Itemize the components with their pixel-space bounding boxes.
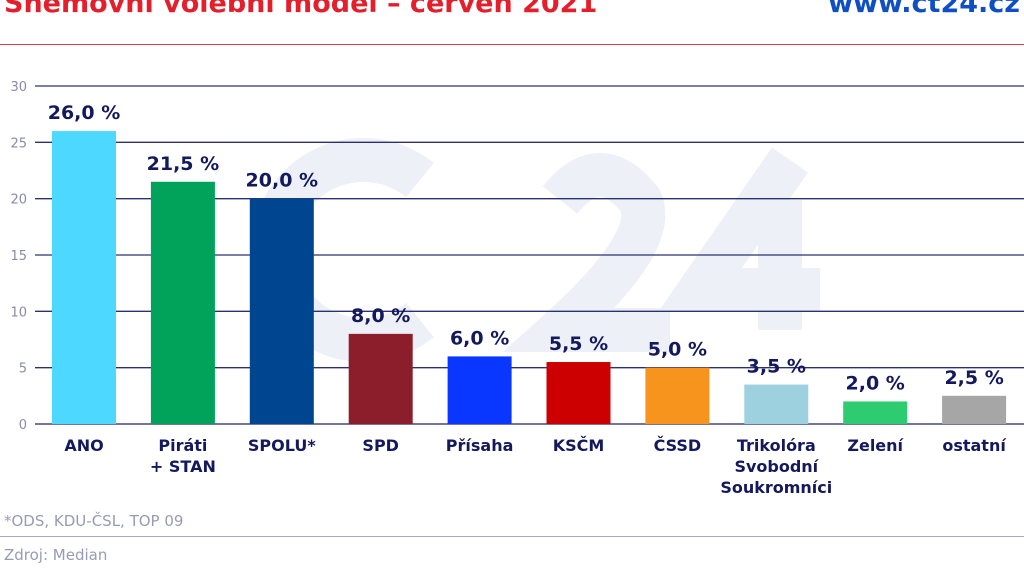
- x-tick-label: SPD: [362, 436, 399, 455]
- data-label: 5,0 %: [648, 339, 707, 361]
- x-tick-label: Svobodní: [734, 457, 819, 476]
- chart-title: Sněmovní volební model – červen 2021: [4, 0, 598, 19]
- bar: [150, 181, 215, 424]
- data-label: 21,5 %: [147, 153, 220, 175]
- bar: [942, 395, 1007, 424]
- bar: [52, 131, 116, 425]
- bar: [348, 333, 413, 424]
- x-tick-label: KSČM: [553, 436, 605, 455]
- x-tick-label: ČSSD: [654, 436, 702, 455]
- y-tick-label: 10: [10, 305, 27, 320]
- y-tick-label: 5: [19, 362, 27, 377]
- watermark-stroke: [502, 153, 670, 352]
- x-tick-label: Trikolóra: [737, 436, 816, 455]
- x-tick-label: Soukromníci: [720, 478, 832, 497]
- data-label: 5,5 %: [549, 333, 608, 355]
- data-label: 8,0 %: [351, 305, 410, 327]
- x-tick-label: Přísaha: [446, 436, 514, 455]
- footer-divider: [0, 536, 1024, 537]
- watermark-stroke: [658, 147, 820, 330]
- header-divider: [0, 44, 1024, 45]
- x-tick-label: ANO: [64, 436, 103, 455]
- bar: [249, 198, 314, 424]
- data-label: 6,0 %: [450, 327, 509, 349]
- data-label: 2,5 %: [944, 367, 1003, 389]
- source-note: Zdroj: Median: [4, 546, 108, 564]
- y-tick-label: 15: [10, 249, 27, 264]
- x-tick-label: + STAN: [150, 457, 216, 476]
- y-tick-label: 0: [19, 418, 27, 433]
- data-label: 2,0 %: [846, 372, 905, 394]
- x-tick-label: Piráti: [158, 436, 207, 455]
- footnote: *ODS, KDU-ČSL, TOP 09: [4, 512, 184, 530]
- bar: [447, 356, 512, 424]
- x-tick-label: SPOLU*: [248, 436, 316, 455]
- data-label: 26,0 %: [48, 102, 121, 124]
- bar: [645, 367, 710, 424]
- bar: [744, 384, 809, 424]
- bar: [546, 362, 611, 424]
- data-label: 20,0 %: [246, 170, 319, 192]
- data-label: 3,5 %: [747, 356, 806, 378]
- y-tick-label: 30: [10, 80, 27, 95]
- site-url[interactable]: www.ct24.cz: [828, 0, 1020, 19]
- y-tick-label: 20: [10, 193, 27, 208]
- x-tick-label: Zelení: [847, 436, 904, 455]
- x-tick-label: ostatní: [942, 436, 1007, 455]
- y-tick-label: 25: [10, 136, 27, 151]
- bar: [843, 401, 908, 424]
